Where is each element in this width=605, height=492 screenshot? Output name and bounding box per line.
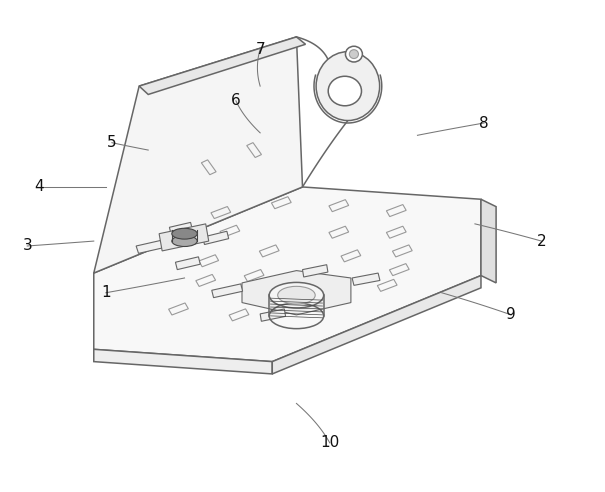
Ellipse shape	[172, 236, 197, 246]
Polygon shape	[481, 199, 496, 283]
Text: 4: 4	[34, 180, 44, 194]
Ellipse shape	[329, 76, 362, 106]
Polygon shape	[139, 37, 306, 94]
Polygon shape	[203, 231, 229, 245]
Text: 9: 9	[506, 308, 516, 322]
Ellipse shape	[172, 228, 197, 239]
Text: 6: 6	[231, 93, 241, 108]
Ellipse shape	[345, 46, 362, 62]
Polygon shape	[169, 222, 192, 235]
Ellipse shape	[350, 50, 359, 59]
Polygon shape	[272, 276, 481, 374]
Polygon shape	[260, 309, 286, 321]
Text: 3: 3	[22, 239, 32, 253]
Polygon shape	[159, 224, 209, 251]
Polygon shape	[302, 265, 328, 277]
Text: 7: 7	[255, 42, 265, 57]
Ellipse shape	[316, 52, 380, 121]
Text: 10: 10	[320, 435, 339, 450]
Polygon shape	[94, 349, 272, 374]
Polygon shape	[352, 273, 380, 285]
Ellipse shape	[269, 282, 324, 308]
Polygon shape	[94, 37, 302, 273]
Polygon shape	[94, 187, 481, 362]
Polygon shape	[175, 257, 200, 270]
Polygon shape	[136, 240, 165, 253]
Text: 8: 8	[479, 116, 489, 130]
Text: 1: 1	[101, 285, 111, 300]
Text: 5: 5	[107, 135, 117, 150]
Ellipse shape	[278, 286, 315, 304]
Text: 2: 2	[537, 234, 546, 248]
Polygon shape	[242, 271, 351, 315]
Polygon shape	[212, 284, 243, 298]
